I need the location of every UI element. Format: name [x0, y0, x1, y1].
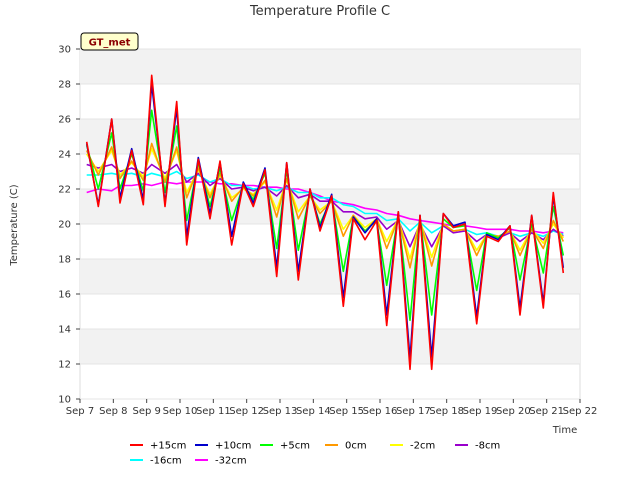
y-tick-label: 16: [58, 290, 71, 301]
y-tick-label: 20: [58, 220, 71, 231]
x-tick-label: Sep 21: [529, 406, 564, 417]
legend: +15cm +10cm +5cm 0cm -2cm -8cm -16cm -32cm: [130, 441, 500, 467]
y-tick-label: 10: [58, 395, 71, 406]
x-tick-label: Sep 19: [463, 406, 498, 417]
legend-entry: -16cm: [150, 456, 182, 467]
grid-band: [80, 259, 580, 294]
y-tick-label: 14: [58, 325, 71, 336]
x-tick-label: Sep 10: [163, 406, 198, 417]
grid-band: [80, 189, 580, 224]
badge-label: GT_met: [89, 38, 131, 49]
x-axis-label: Time: [552, 425, 577, 436]
chart-title: Temperature Profile C: [249, 4, 390, 19]
grid-band: [80, 329, 580, 364]
legend-entry: +5cm: [280, 441, 310, 452]
series-line-15cm: [85, 74, 565, 371]
x-tick-label: Sep 12: [229, 406, 264, 417]
legend-entry: +10cm: [215, 441, 251, 452]
grid-band: [80, 49, 580, 84]
legend-entry: -32cm: [215, 456, 247, 467]
series-lines: [85, 74, 565, 371]
x-tick-label: Sep 7: [66, 406, 94, 417]
x-tick-label: Sep 11: [196, 406, 231, 417]
gt-met-badge: GT_met: [80, 32, 139, 51]
x-tick-label: Sep 8: [99, 406, 127, 417]
y-tick-label: 24: [58, 150, 71, 161]
legend-entry: +15cm: [150, 441, 186, 452]
legend-entry: -8cm: [475, 441, 500, 452]
y-tick-label: 22: [58, 185, 71, 196]
y-tick-label: 18: [58, 255, 71, 266]
y-axis-label: Temperature (C): [9, 184, 20, 266]
x-tick-label: Sep 13: [263, 406, 298, 417]
x-tick-label: Sep 17: [396, 406, 431, 417]
x-tick-label: Sep 16: [363, 406, 398, 417]
y-tick-label: 26: [58, 115, 71, 126]
grid-bands: [80, 48, 580, 400]
y-tick-label: 28: [58, 80, 71, 91]
y-axis-ticks: 10 12 14 16 18 20 22 24 26 28 30: [58, 45, 80, 406]
x-tick-label: Sep 14: [296, 406, 331, 417]
y-tick-label: 30: [58, 45, 71, 56]
x-tick-label: Sep 15: [329, 406, 364, 417]
x-tick-label: Sep 22: [563, 406, 598, 417]
grid-band: [80, 119, 580, 154]
legend-entry: 0cm: [345, 441, 367, 452]
legend-entry: -2cm: [410, 441, 435, 452]
x-tick-label: Sep 20: [496, 406, 531, 417]
x-tick-label: Sep 9: [132, 406, 160, 417]
y-tick-label: 12: [58, 360, 71, 371]
x-tick-label: Sep 18: [429, 406, 464, 417]
badge-box: [80, 32, 139, 51]
